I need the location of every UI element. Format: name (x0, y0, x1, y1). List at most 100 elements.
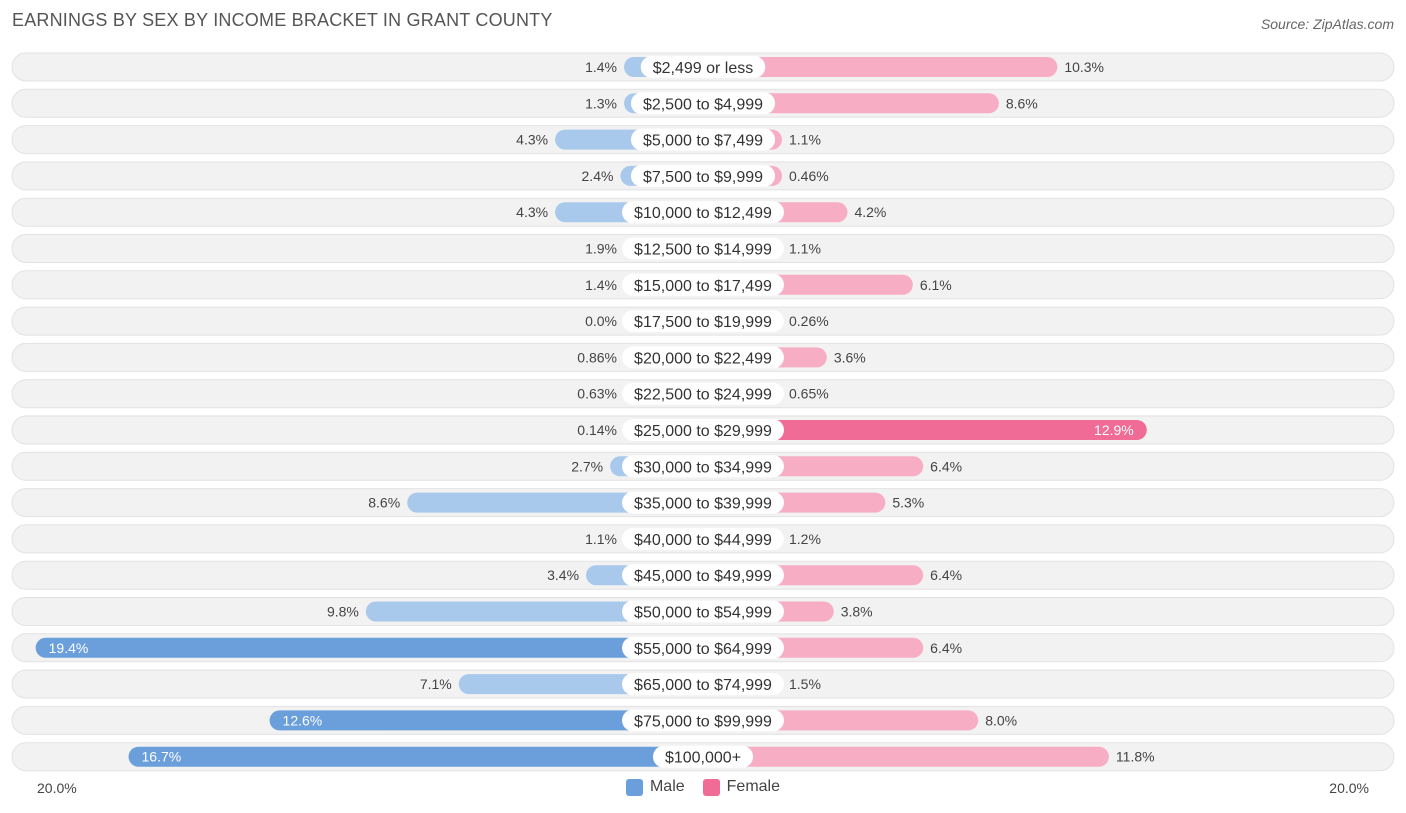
male-bar (365, 601, 703, 622)
category-pill (622, 419, 784, 441)
category-label: $2,499 or less (653, 60, 754, 77)
category-pill (622, 600, 784, 623)
category-label: $15,000 to $17,499 (634, 278, 772, 295)
bar-row: 0.0% 0.26% $17,500 to $19,999 (11, 306, 1395, 336)
bar-row: 12.6% 8.0% $75,000 to $99,999 (11, 705, 1395, 735)
category-pill (640, 56, 766, 78)
chart-source: Source: ZipAtlas.com (1260, 16, 1394, 32)
female-value-label: 1.1% (789, 241, 821, 257)
category-label: $7,500 to $9,999 (643, 169, 763, 186)
male-value-label: 9.8% (327, 604, 359, 620)
female-value-label: 8.6% (1006, 95, 1038, 111)
male-value-label: 4.3% (516, 132, 548, 148)
female-value-label: 1.5% (789, 676, 821, 692)
chart-title: EARNINGS BY SEX BY INCOME BRACKET IN GRA… (12, 10, 553, 30)
male-value-label: 16.7% (142, 749, 182, 765)
category-label: $22,500 to $24,999 (634, 387, 772, 404)
category-label: $55,000 to $64,999 (634, 641, 772, 658)
male-value-label: 8.6% (368, 495, 400, 511)
male-value-label: 7.1% (420, 676, 452, 692)
female-value-label: 6.4% (930, 567, 962, 583)
male-value-label: 1.1% (585, 531, 617, 547)
bar-row: 16.7% 11.8% $100,000+ (11, 742, 1395, 772)
bar-row: 2.7% 6.4% $30,000 to $34,999 (11, 451, 1395, 481)
male-bar (269, 710, 703, 731)
female-value-label: 5.3% (892, 495, 924, 511)
bar-row: 8.6% 5.3% $35,000 to $39,999 (11, 488, 1395, 518)
bar-row: 2.4% 0.46% $7,500 to $9,999 (11, 161, 1395, 191)
female-bar (703, 93, 999, 114)
category-pill (622, 201, 784, 224)
category-pill (652, 745, 754, 768)
category-pill (622, 564, 784, 587)
female-bar (703, 746, 1109, 767)
male-value-label: 19.4% (49, 640, 89, 656)
category-pill (622, 237, 784, 260)
bar-row: 0.86% 3.6% $20,000 to $22,499 (11, 342, 1395, 372)
legend-item-male[interactable]: Male (625, 778, 685, 796)
bar-row: 1.4% 6.1% $15,000 to $17,499 (11, 270, 1395, 300)
male-value-label: 2.7% (571, 458, 603, 474)
female-value-label: 4.2% (854, 204, 886, 220)
female-value-label: 6.1% (920, 277, 952, 293)
male-value-label: 1.4% (585, 59, 617, 75)
bar-row: 0.14% 12.9% $25,000 to $29,999 (11, 415, 1395, 445)
category-label: $100,000+ (665, 750, 741, 767)
bar-row: 9.8% 3.8% $50,000 to $54,999 (11, 597, 1395, 626)
male-value-label: 2.4% (582, 168, 614, 184)
female-value-label: 6.4% (930, 458, 962, 474)
female-value-label: 8.0% (985, 712, 1017, 728)
category-pill (622, 310, 784, 333)
category-pill (622, 527, 784, 550)
category-pill (622, 273, 784, 296)
male-bar (128, 746, 703, 767)
category-label: $10,000 to $12,499 (634, 205, 772, 222)
female-value-label: 1.2% (789, 531, 821, 547)
category-label: $12,500 to $14,999 (634, 242, 772, 259)
female-value-label: 3.8% (841, 604, 873, 620)
category-label: $25,000 to $29,999 (634, 423, 772, 440)
female-value-label: 3.6% (834, 349, 866, 365)
male-value-label: 3.4% (547, 567, 579, 583)
bar-row: 4.3% 1.1% $5,000 to $7,499 (11, 125, 1395, 155)
bar-row: 0.63% 0.65% $22,500 to $24,999 (11, 379, 1395, 409)
bar-row: 7.1% 1.5% $65,000 to $74,999 (11, 669, 1395, 699)
bar-row: 4.3% 4.2% $10,000 to $12,499 (11, 197, 1395, 227)
legend-label-female: Female (726, 778, 781, 795)
category-label: $65,000 to $74,999 (634, 677, 772, 694)
male-value-label: 1.4% (585, 277, 617, 293)
category-label: $40,000 to $44,999 (634, 532, 772, 549)
female-value-label: 0.46% (789, 168, 829, 184)
category-label: $5,000 to $7,499 (643, 133, 763, 150)
category-pill (622, 455, 784, 478)
bar-row: 19.4% 6.4% $55,000 to $64,999 (11, 633, 1395, 663)
male-value-label: 4.3% (516, 204, 548, 220)
category-label: $35,000 to $39,999 (634, 496, 772, 513)
category-pill (622, 709, 784, 732)
category-pill (622, 491, 784, 514)
female-value-label: 0.65% (789, 386, 829, 402)
male-value-label: 1.3% (585, 95, 617, 111)
female-value-label: 10.3% (1064, 59, 1104, 75)
legend-swatch-male (625, 778, 643, 796)
category-label: $17,500 to $19,999 (634, 314, 772, 331)
legend-item-female[interactable]: Female (702, 778, 781, 796)
legend-label-male: Male (649, 778, 685, 795)
male-bar (35, 637, 703, 658)
category-pill (622, 673, 784, 696)
axis-left-label: 20.0% (37, 780, 77, 796)
male-value-label: 12.6% (283, 712, 323, 728)
male-value-label: 0.63% (577, 386, 617, 402)
category-pill (630, 92, 776, 115)
male-value-label: 0.0% (585, 313, 617, 329)
female-value-label: 11.8% (1116, 749, 1155, 765)
female-bar (703, 57, 1058, 77)
category-pill (630, 128, 776, 151)
category-label: $20,000 to $22,499 (634, 350, 772, 367)
bar-row: 3.4% 6.4% $45,000 to $49,999 (11, 560, 1395, 590)
female-value-label: 12.9% (1094, 422, 1134, 438)
bar-row: 1.4% 10.3% $2,499 or less (11, 52, 1395, 82)
category-label: $50,000 to $54,999 (634, 605, 772, 622)
category-label: $30,000 to $34,999 (634, 459, 772, 476)
axis-right-label: 20.0% (1329, 780, 1369, 796)
